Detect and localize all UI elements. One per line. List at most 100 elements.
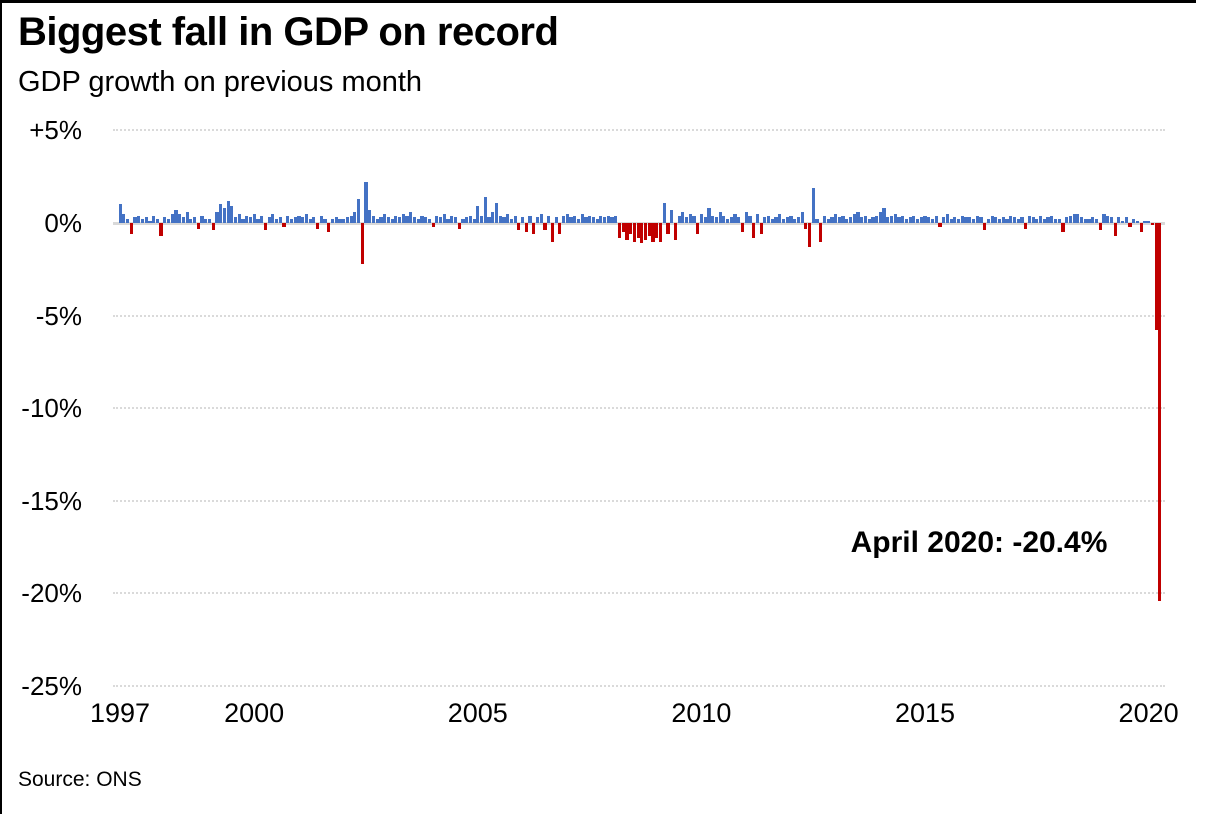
gdp-bar-positive xyxy=(1020,217,1024,223)
gdp-bar-positive xyxy=(453,217,458,223)
gdp-bar-positive xyxy=(170,213,174,223)
gdp-bar-positive xyxy=(323,219,327,223)
gdp-bar-positive xyxy=(1065,217,1069,223)
gdp-bar-positive xyxy=(971,219,976,223)
x-axis-tick-label: 2000 xyxy=(224,698,285,728)
gdp-bar-positive xyxy=(934,215,938,223)
gdp-bar-positive xyxy=(822,215,827,223)
gdp-bar-negative xyxy=(696,223,700,235)
gdp-bar-negative xyxy=(647,223,651,236)
gdp-bar-positive xyxy=(446,219,450,223)
gdp-bar-negative xyxy=(1139,223,1143,233)
gdp-bar-positive xyxy=(483,197,487,223)
gdp-bar-positive xyxy=(744,211,748,223)
gdp-bar-positive xyxy=(867,219,871,223)
gdp-bar-positive xyxy=(155,219,159,223)
gdp-bar-positive xyxy=(614,215,618,223)
gdp-bar-positive xyxy=(230,206,234,223)
frame-border-top xyxy=(0,0,1196,3)
gdp-bar-positive xyxy=(1031,217,1035,223)
gdp-bar-negative xyxy=(617,223,622,238)
gdp-bar-positive xyxy=(189,219,193,223)
gdp-bar-positive xyxy=(461,219,465,223)
gdp-bar-positive xyxy=(528,215,532,223)
y-gridline xyxy=(113,499,1165,502)
gdp-bar-positive xyxy=(219,204,223,223)
gdp-bar-positive xyxy=(599,215,603,223)
gdp-bar-positive xyxy=(606,215,610,223)
gdp-bar-positive xyxy=(494,202,499,223)
gdp-bar-negative xyxy=(1024,223,1028,229)
y-axis-tick-label: 0% xyxy=(44,208,82,238)
gdp-bar-negative xyxy=(543,223,547,231)
gdp-bar-positive xyxy=(1046,217,1050,223)
gdp-bar-positive xyxy=(450,215,454,223)
gdp-bar-positive xyxy=(178,213,182,223)
gdp-bar-positive xyxy=(286,215,290,223)
gdp-bar-negative xyxy=(740,223,745,233)
gdp-bar-negative xyxy=(316,223,320,229)
gdp-bar-positive xyxy=(252,213,256,223)
chart-subtitle: GDP growth on previous month xyxy=(18,66,423,98)
gdp-bar-positive xyxy=(1016,219,1020,223)
gdp-bar-positive xyxy=(889,215,894,223)
gdp-bar-positive xyxy=(439,217,443,223)
gdp-bar-negative xyxy=(532,223,536,235)
gdp-bar-positive xyxy=(711,215,715,223)
gdp-bar-positive xyxy=(1124,217,1128,223)
gdp-bar-positive xyxy=(1072,213,1076,223)
gdp-bar-positive xyxy=(1053,219,1058,223)
gdp-bar-positive xyxy=(968,217,972,223)
gdp-bar-positive xyxy=(200,215,204,223)
gdp-bar-positive xyxy=(312,217,316,223)
gdp-bar-positive xyxy=(491,211,495,223)
gdp-bar-positive xyxy=(830,217,834,223)
gdp-bar-negative xyxy=(1098,223,1102,231)
y-gridline xyxy=(113,314,1165,317)
gdp-bar-positive xyxy=(118,204,122,223)
gdp-bar-positive xyxy=(427,219,431,223)
gdp-bar-negative xyxy=(819,223,823,242)
gdp-bar-positive xyxy=(137,215,141,223)
gdp-bar-positive xyxy=(878,211,882,223)
gdp-bar-positive xyxy=(465,217,469,223)
gdp-bar-positive xyxy=(789,215,793,223)
gdp-bar-positive xyxy=(886,217,890,223)
gdp-bar-positive xyxy=(222,208,227,223)
gdp-bar-positive xyxy=(371,215,376,223)
gdp-bar-negative xyxy=(621,223,625,233)
gdp-bar-positive xyxy=(166,219,171,223)
gdp-bar-positive xyxy=(301,217,305,223)
gdp-bar-positive xyxy=(670,210,674,223)
gdp-bar-positive xyxy=(1039,215,1043,223)
gdp-bar-positive xyxy=(763,217,767,223)
gdp-bar-positive xyxy=(979,217,983,223)
x-axis-tick-label: 2015 xyxy=(894,698,956,728)
gdp-bar-positive xyxy=(707,208,711,223)
y-gridline xyxy=(113,592,1165,595)
gdp-bar-positive xyxy=(964,217,968,223)
gdp-bar-positive xyxy=(539,213,543,223)
gdp-bar-negative xyxy=(636,223,640,238)
gdp-bar-positive xyxy=(729,217,733,223)
gdp-bar-positive xyxy=(424,217,428,223)
gdp-bar-negative xyxy=(263,223,268,231)
gdp-bar-positive xyxy=(401,213,405,223)
gdp-bar-positive xyxy=(1102,213,1106,223)
gdp-bar-positive xyxy=(416,219,420,223)
gdp-bar-positive xyxy=(748,215,752,223)
gdp-bar-positive xyxy=(185,211,189,223)
gdp-bar-positive xyxy=(226,200,230,223)
gdp-bar-positive xyxy=(308,219,312,223)
gdp-bar-positive xyxy=(688,213,692,223)
gdp-bar-positive xyxy=(699,213,704,223)
gdp-bar-negative xyxy=(1154,223,1158,331)
gdp-bar-positive xyxy=(837,217,841,223)
gdp-bar-positive xyxy=(856,211,860,223)
gdp-bar-negative xyxy=(632,223,636,242)
gdp-bar-positive xyxy=(405,215,409,223)
gdp-bar-positive xyxy=(957,219,961,223)
gdp-bar-positive xyxy=(916,219,920,223)
x-axis-tick-label: 2010 xyxy=(671,698,732,728)
gdp-bar-positive xyxy=(811,187,815,223)
